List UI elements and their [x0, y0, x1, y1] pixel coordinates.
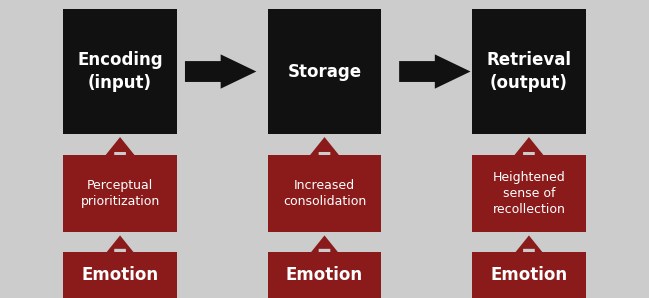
FancyBboxPatch shape — [64, 155, 177, 232]
FancyBboxPatch shape — [267, 9, 382, 134]
FancyBboxPatch shape — [64, 9, 177, 134]
Text: Perceptual
prioritization: Perceptual prioritization — [80, 179, 160, 208]
Text: Heightened
sense of
recollection: Heightened sense of recollection — [493, 171, 565, 216]
Text: Emotion: Emotion — [286, 266, 363, 284]
Text: Encoding
(input): Encoding (input) — [77, 52, 163, 91]
FancyArrow shape — [513, 235, 545, 255]
FancyBboxPatch shape — [267, 252, 382, 298]
FancyArrow shape — [513, 137, 545, 156]
FancyArrow shape — [104, 235, 136, 255]
FancyArrow shape — [309, 235, 340, 255]
FancyBboxPatch shape — [472, 9, 585, 134]
Text: Emotion: Emotion — [491, 266, 567, 284]
Text: Increased
consolidation: Increased consolidation — [283, 179, 366, 208]
Text: Emotion: Emotion — [82, 266, 158, 284]
FancyBboxPatch shape — [472, 155, 585, 232]
FancyArrow shape — [185, 54, 256, 89]
FancyArrow shape — [309, 137, 340, 156]
FancyBboxPatch shape — [267, 155, 382, 232]
Text: Storage: Storage — [288, 63, 361, 80]
FancyBboxPatch shape — [64, 252, 177, 298]
FancyBboxPatch shape — [472, 252, 585, 298]
FancyArrow shape — [399, 54, 471, 89]
FancyArrow shape — [104, 137, 136, 156]
Text: Retrieval
(output): Retrieval (output) — [487, 52, 571, 91]
